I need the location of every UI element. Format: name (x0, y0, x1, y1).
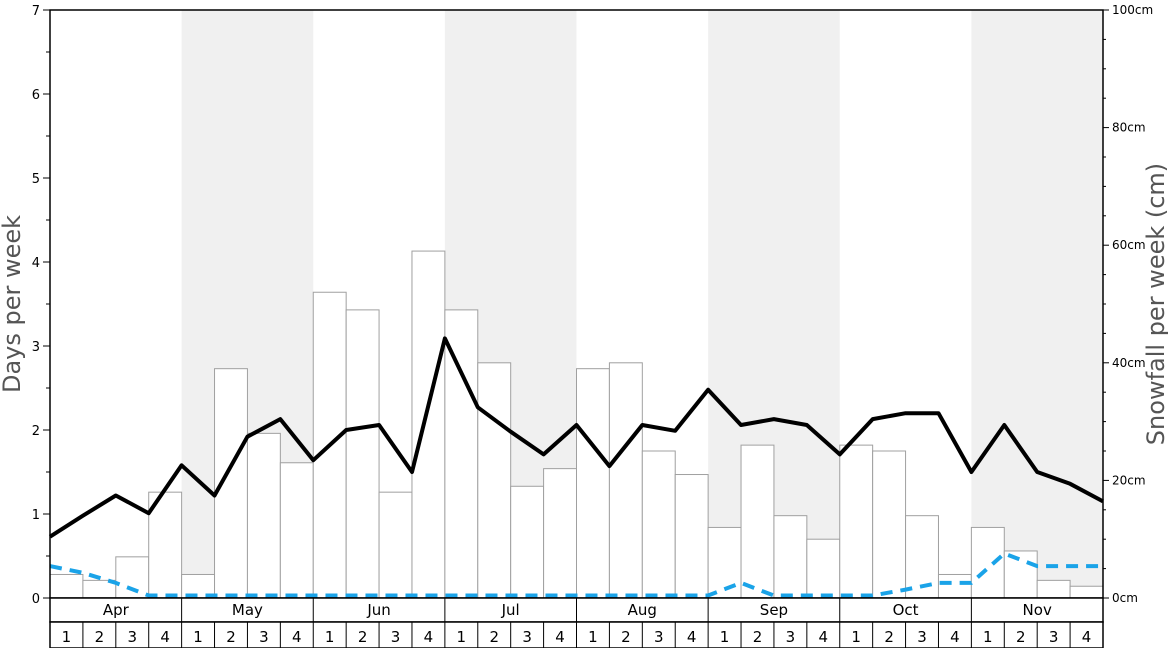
left-tick-label: 1 (32, 508, 40, 523)
week-label: 4 (1082, 628, 1092, 646)
left-tick-label: 4 (32, 256, 40, 271)
snowfall-bar (740, 444, 775, 599)
day-lines (48, 336, 1104, 598)
snowfall-bar (806, 538, 841, 599)
month-label: Aug (628, 601, 657, 619)
week-label: 4 (292, 628, 302, 646)
week-label: 1 (325, 628, 335, 646)
snowfall-bar (411, 250, 446, 599)
month-label: May (232, 601, 263, 619)
snowfall-bar (970, 526, 1005, 599)
snowfall-bar (839, 444, 874, 599)
snowfall-bar (773, 515, 808, 599)
week-label: 4 (555, 628, 565, 646)
week-label: 3 (391, 628, 401, 646)
snowfall-bar (279, 462, 314, 599)
week-label: 2 (358, 628, 368, 646)
snowfall-bar (641, 450, 676, 599)
week-label: 2 (489, 628, 499, 646)
right-tick-label: 80cm (1112, 121, 1146, 135)
left-axis: 0 1 2 3 4 5 6 7 (32, 4, 50, 607)
snowfall-bars (49, 250, 1104, 599)
left-axis-label: Days per week (0, 215, 26, 393)
snowfall-bar (543, 468, 577, 599)
week-label: 4 (819, 628, 829, 646)
month-label: Apr (103, 601, 130, 619)
snowfall-bar (608, 362, 643, 599)
left-tick-label: 6 (32, 88, 40, 103)
shade-nov (971, 10, 1103, 598)
week-label: 1 (983, 628, 993, 646)
right-axis: 0cm 20cm 40cm 60cm 80cm 100cm (1103, 3, 1153, 605)
days-line-dashed (49, 551, 1103, 598)
week-label: 2 (753, 628, 763, 646)
week-label: 1 (62, 628, 72, 646)
snowfall-bar (1036, 579, 1071, 599)
week-label: 1 (588, 628, 598, 646)
snowfall-bar (246, 432, 281, 599)
right-tick-label: 40cm (1112, 356, 1146, 370)
snowfall-bar (477, 362, 512, 599)
right-axis-label: Snowfall per week (cm) (1142, 163, 1168, 445)
week-label: 3 (917, 628, 927, 646)
week-label: 4 (160, 628, 170, 646)
week-label: 2 (1016, 628, 1026, 646)
week-label: 2 (95, 628, 105, 646)
left-tick-label: 7 (32, 4, 40, 19)
week-label: 4 (687, 628, 697, 646)
snowfall-bar (378, 491, 413, 599)
month-label: Jul (501, 601, 520, 619)
snowfall-bar (872, 450, 907, 599)
left-tick-label: 0 (32, 592, 40, 607)
month-label: Nov (1023, 601, 1052, 619)
right-tick-label: 20cm (1112, 473, 1146, 487)
week-label: 2 (884, 628, 894, 646)
month-label: Sep (760, 601, 788, 619)
left-tick-label: 2 (32, 424, 40, 439)
week-label: 3 (654, 628, 664, 646)
week-label: 1 (851, 628, 861, 646)
snowfall-bar (49, 573, 84, 599)
month-row: Apr May Jun Jul Aug Sep Oct Nov (49, 597, 1104, 623)
snowfall-bar (576, 368, 610, 599)
right-tick-label: 0cm (1112, 591, 1138, 605)
month-shading (181, 10, 1103, 598)
right-tick-label: 60cm (1112, 238, 1146, 252)
week-label: 3 (522, 628, 532, 646)
week-label: 4 (950, 628, 960, 646)
days-line-solid (48, 336, 1104, 539)
week-label: 2 (621, 628, 631, 646)
month-label: Jun (366, 601, 390, 619)
snowfall-bar (674, 474, 709, 599)
snowfall-bar (1003, 550, 1038, 599)
week-label: 4 (424, 628, 434, 646)
week-row: 1 2 3 4 1 2 3 4 1 2 3 4 1 2 3 4 1 2 3 4 1 2 3 4 1 2 3 4 1 2 3 4 (49, 621, 1104, 648)
month-label: Oct (893, 601, 919, 619)
left-tick-label: 5 (32, 172, 40, 187)
snowfall-bar (345, 309, 380, 599)
snowfall-bar (937, 573, 972, 599)
week-label: 1 (457, 628, 467, 646)
week-label: 3 (127, 628, 137, 646)
snowfall-bar (115, 556, 150, 599)
right-tick-label: 100cm (1112, 3, 1153, 17)
snowfall-bar (1069, 585, 1104, 599)
week-label: 1 (720, 628, 730, 646)
week-label: 3 (1049, 628, 1059, 646)
week-label: 1 (193, 628, 203, 646)
week-label: 2 (226, 628, 236, 646)
week-label: 3 (786, 628, 796, 646)
left-tick-label: 3 (32, 340, 40, 355)
snowfall-bar (510, 485, 545, 599)
week-label: 3 (259, 628, 269, 646)
